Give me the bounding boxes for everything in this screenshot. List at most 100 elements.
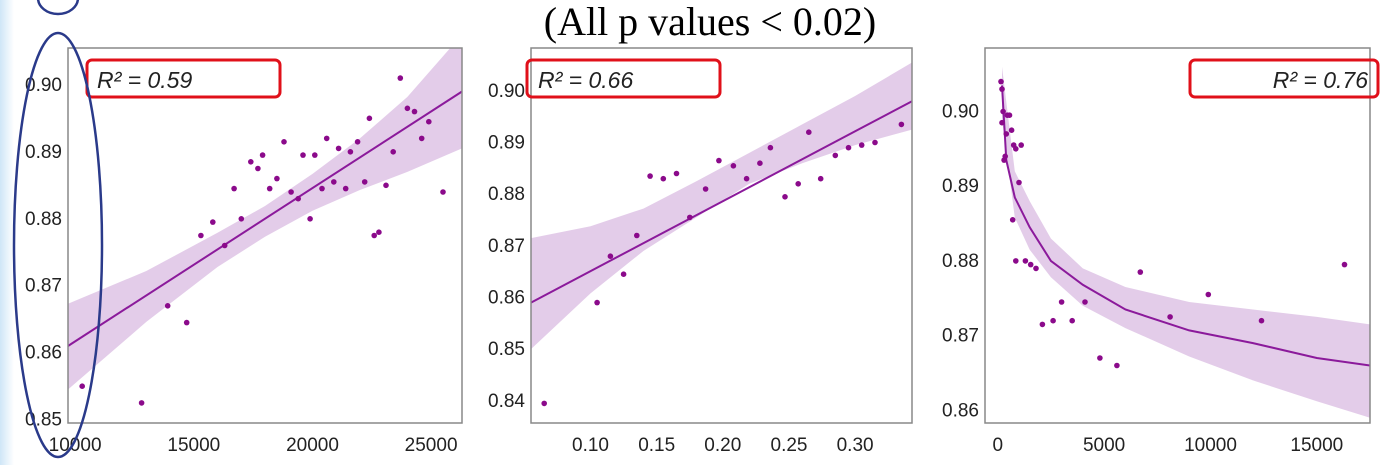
data-point bbox=[998, 78, 1004, 85]
data-point bbox=[1006, 112, 1013, 118]
data-point bbox=[1003, 131, 1010, 137]
data-point bbox=[342, 185, 349, 192]
data-point bbox=[607, 253, 614, 259]
x-tick-label: 20000 bbox=[286, 435, 339, 456]
data-point bbox=[210, 219, 216, 225]
data-point bbox=[259, 152, 266, 158]
data-point bbox=[594, 299, 600, 306]
data-point bbox=[817, 175, 824, 182]
data-point bbox=[164, 303, 171, 309]
data-point bbox=[687, 214, 693, 221]
data-point bbox=[757, 160, 763, 166]
x-tick-label: 0.10 bbox=[572, 435, 609, 456]
x-tick-label: 10000 bbox=[49, 435, 102, 456]
data-point bbox=[366, 115, 373, 122]
data-point bbox=[1039, 321, 1046, 328]
data-point bbox=[702, 186, 709, 192]
data-point bbox=[354, 139, 361, 145]
data-point bbox=[404, 105, 411, 112]
data-point bbox=[1000, 108, 1006, 115]
data-point bbox=[1022, 258, 1029, 264]
x-tick-label: 0 bbox=[993, 435, 1004, 456]
data-point bbox=[335, 145, 342, 152]
x-tick-label: 0.30 bbox=[837, 435, 874, 456]
plot-frame bbox=[530, 47, 913, 424]
fit-line bbox=[1001, 85, 1370, 367]
data-point bbox=[274, 175, 280, 182]
x-tick-label: 0.25 bbox=[771, 435, 808, 456]
data-point bbox=[221, 242, 228, 249]
y-tick-label: 0.90 bbox=[942, 102, 979, 123]
y-tick-label: 0.84 bbox=[488, 391, 525, 412]
data-point bbox=[898, 121, 905, 128]
data-point bbox=[1097, 355, 1103, 361]
data-point bbox=[300, 152, 306, 158]
data-point bbox=[1027, 261, 1034, 268]
data-point bbox=[281, 139, 287, 145]
x-tick-label: 0.20 bbox=[704, 435, 741, 456]
data-point bbox=[1009, 217, 1016, 223]
data-point bbox=[1016, 179, 1022, 186]
r-squared-box bbox=[525, 58, 722, 99]
data-point bbox=[782, 194, 788, 200]
data-point bbox=[1082, 299, 1088, 305]
highlight-ellipse-small bbox=[36, 0, 80, 16]
data-point bbox=[288, 189, 294, 195]
data-point bbox=[323, 135, 330, 142]
x-tick-label: 10000 bbox=[1184, 435, 1237, 456]
r-squared-annotation: R² = 0.59 bbox=[97, 67, 192, 93]
data-point bbox=[872, 139, 878, 146]
data-point bbox=[620, 271, 627, 278]
data-point bbox=[418, 135, 425, 142]
data-point bbox=[397, 75, 404, 81]
data-point bbox=[426, 118, 432, 125]
data-point bbox=[1137, 269, 1144, 275]
data-point bbox=[383, 182, 389, 189]
data-point bbox=[767, 144, 774, 151]
data-point bbox=[183, 319, 190, 326]
highlight-ellipse bbox=[12, 31, 104, 459]
scatter-panel-2: 0.10 0.15 0.20 0.25 0.30 0.84 0.85 0.86 0.87 0.88… bbox=[488, 47, 913, 456]
y-tick-label: 0.86 bbox=[488, 288, 525, 309]
data-point bbox=[376, 229, 382, 235]
y-tick-label: 0.88 bbox=[942, 251, 979, 272]
x-tick-label: 15000 bbox=[1290, 435, 1343, 456]
data-point bbox=[1018, 142, 1024, 148]
data-point bbox=[307, 216, 313, 222]
data-point bbox=[716, 157, 722, 164]
data-point bbox=[673, 170, 680, 177]
data-point bbox=[1008, 127, 1015, 133]
data-point bbox=[331, 179, 337, 185]
data-point bbox=[647, 173, 653, 179]
data-point bbox=[347, 149, 354, 155]
x-tick-label: 15000 bbox=[167, 435, 220, 456]
y-tick-label: 0.85 bbox=[488, 339, 525, 360]
data-point bbox=[1013, 146, 1019, 152]
data-point bbox=[266, 185, 273, 192]
confidence-band bbox=[1002, 66, 1370, 418]
x-tick-label: 0.15 bbox=[638, 435, 675, 456]
r-squared-annotation: R² = 0.76 bbox=[1273, 67, 1368, 93]
data-point bbox=[832, 152, 839, 159]
data-point bbox=[255, 165, 261, 172]
data-point bbox=[1050, 317, 1056, 324]
data-point bbox=[1002, 153, 1008, 160]
data-point bbox=[743, 175, 750, 182]
data-point bbox=[371, 232, 378, 239]
data-point bbox=[1033, 265, 1039, 272]
scatter-panel-3: 0 5000 10000 15000 0.86 0.87 0.88 0.89 0.90 R² = … bbox=[942, 47, 1380, 456]
data-point bbox=[634, 232, 640, 239]
data-point bbox=[795, 181, 801, 187]
data-point bbox=[295, 195, 302, 202]
data-point bbox=[999, 86, 1005, 92]
y-tick-label: 0.90 bbox=[25, 75, 62, 96]
fit-line bbox=[68, 90, 462, 347]
y-tick-label: 0.87 bbox=[488, 236, 525, 257]
data-point bbox=[541, 400, 547, 407]
r-squared-box bbox=[1188, 58, 1380, 99]
data-point bbox=[1013, 258, 1019, 264]
plot-frame bbox=[67, 47, 463, 424]
data-point bbox=[1114, 362, 1120, 369]
plot-frame bbox=[984, 47, 1371, 424]
